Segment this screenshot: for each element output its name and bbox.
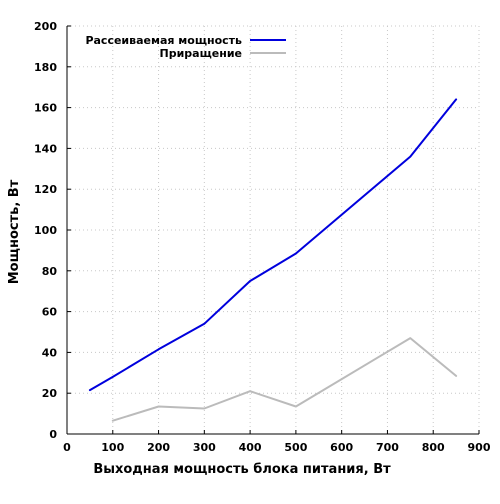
series-line-2 [111,337,458,422]
axes: 0 100 200 300 400 500 600 700 800 900 0 20 40 60 80 100… [34,20,491,454]
series-line-1 [88,98,458,392]
y-tick-label: 140 [34,142,57,155]
y-tick-label: 180 [34,61,57,74]
y-tick-label: 200 [34,20,57,33]
legend-label: Рассеиваемая мощность [85,34,242,47]
y-tick-label: 40 [42,346,58,359]
legend-label: Приращение [160,47,242,60]
x-tick-label: 800 [422,441,445,454]
x-axis-title: Выходная мощность блока питания, Вт [93,462,391,477]
x-tick-label: 500 [284,441,307,454]
y-tick-label: 100 [34,224,57,237]
y-tick-label: 0 [49,428,57,441]
series-lines [88,98,458,422]
x-tick-label: 0 [63,441,71,454]
y-tick-label: 60 [42,306,58,319]
x-tick-label: 700 [376,441,399,454]
x-tick-label: 400 [239,441,262,454]
x-tick-label: 600 [330,441,353,454]
x-tick-label: 200 [147,441,170,454]
y-tick-label: 160 [34,102,57,115]
y-tick-label: 80 [42,265,58,278]
x-tick-label: 300 [193,441,216,454]
grid [67,25,480,434]
x-tick-label: 900 [468,441,491,454]
y-tick-label: 20 [42,387,58,400]
x-tick-label: 100 [101,441,124,454]
y-axis-title: Мощность, Вт [7,179,22,284]
y-tick-label: 120 [34,183,57,196]
